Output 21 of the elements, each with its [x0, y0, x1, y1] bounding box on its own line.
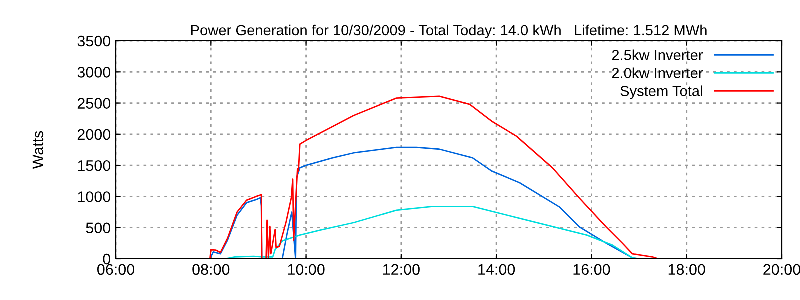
legend-label: 2.5kw Inverter — [612, 50, 704, 60]
x-tick-label: 10:00 — [288, 264, 325, 276]
chart-title: Power Generation for 10/30/2009 - Total Today: 14.0 kWh Lifetime: 1.512 MWh — [191, 24, 707, 38]
y-tick-label: 1000 — [78, 192, 111, 202]
y-tick-label: 1500 — [78, 160, 111, 172]
line-series — [224, 206, 640, 259]
x-tick-label: 12:00 — [383, 264, 420, 276]
y-tick-label: 2500 — [78, 98, 111, 109]
y-tick-label: 3500 — [78, 36, 111, 47]
y-tick-label: 500 — [86, 222, 111, 234]
legend-label: 2.0kw Inverter — [612, 68, 704, 78]
x-tick-label: 14:00 — [478, 264, 516, 276]
x-tick-label: 18:00 — [668, 264, 706, 276]
y-axis-title: Watts — [32, 131, 44, 170]
y-tick-label: 0 — [103, 254, 111, 265]
y-tick-label: 2000 — [78, 129, 111, 140]
x-tick-label: 16:00 — [574, 264, 610, 276]
x-tick-label: 08:00 — [192, 264, 230, 276]
legend-label: System Total — [620, 86, 702, 100]
x-tick-label: 06:00 — [97, 264, 135, 276]
y-tick-label: 3000 — [78, 67, 111, 78]
